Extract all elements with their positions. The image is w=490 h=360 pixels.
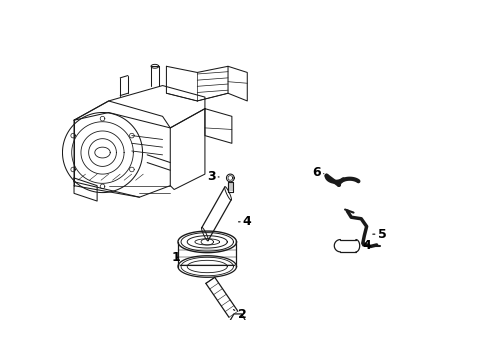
Text: 3: 3 (207, 170, 219, 183)
Text: 1: 1 (172, 251, 181, 264)
Text: 4: 4 (239, 215, 252, 228)
Text: 5: 5 (373, 228, 387, 240)
Text: 4: 4 (362, 239, 371, 252)
Text: 2: 2 (233, 308, 246, 321)
Text: 6: 6 (312, 166, 324, 179)
